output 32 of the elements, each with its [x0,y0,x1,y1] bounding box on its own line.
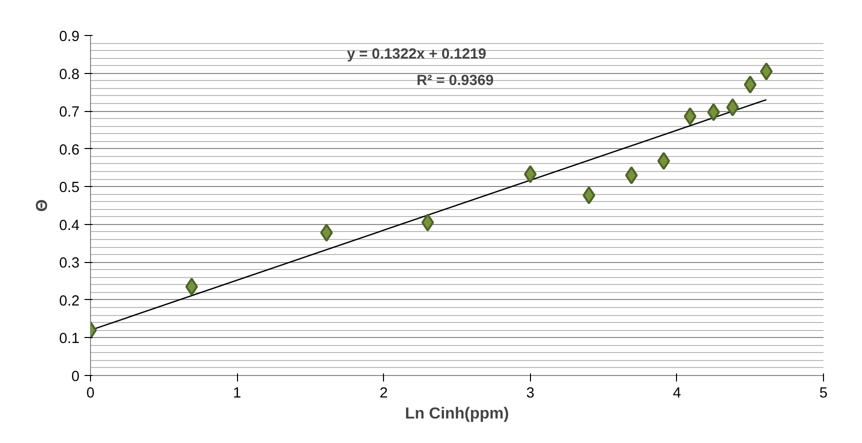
point [707,103,720,122]
y-tick-label: 0.6 [59,142,80,158]
y-axis-title: Θ [34,199,52,212]
y-tick-label: 0.2 [59,293,80,310]
point [524,165,537,184]
point [421,214,434,232]
point [582,186,596,204]
point [625,166,638,184]
x-tick-label: 2 [380,386,388,402]
x-tick-label: 5 [819,386,828,402]
y-tick-label: 0 [71,369,80,385]
point [744,76,757,94]
x-tick-label: 0 [86,386,95,402]
point [760,62,773,80]
point [684,107,696,126]
annotation: R² = 0.9369 [416,73,494,90]
y-tick-label: 0.9 [59,29,80,45]
y-tick-label: 0.4 [59,218,80,234]
x-tick-label: 1 [233,386,242,402]
x-tick-label: 3 [526,386,534,402]
point [657,152,670,170]
x-tick-label: 4 [672,386,681,402]
y-tick-label: 0.8 [59,66,80,83]
y-tick-label: 0.5 [59,180,80,196]
point [726,98,739,116]
y-tick-label: 0.3 [59,256,80,272]
point [320,224,333,242]
y-tick-label: 0.7 [59,104,80,121]
point [185,278,198,296]
x-axis-title: Ln Cinh(ppm) [405,406,509,422]
annotation: y = 0.1322x + 0.1219 [346,46,486,63]
y-tick-label: 0.1 [59,331,80,348]
